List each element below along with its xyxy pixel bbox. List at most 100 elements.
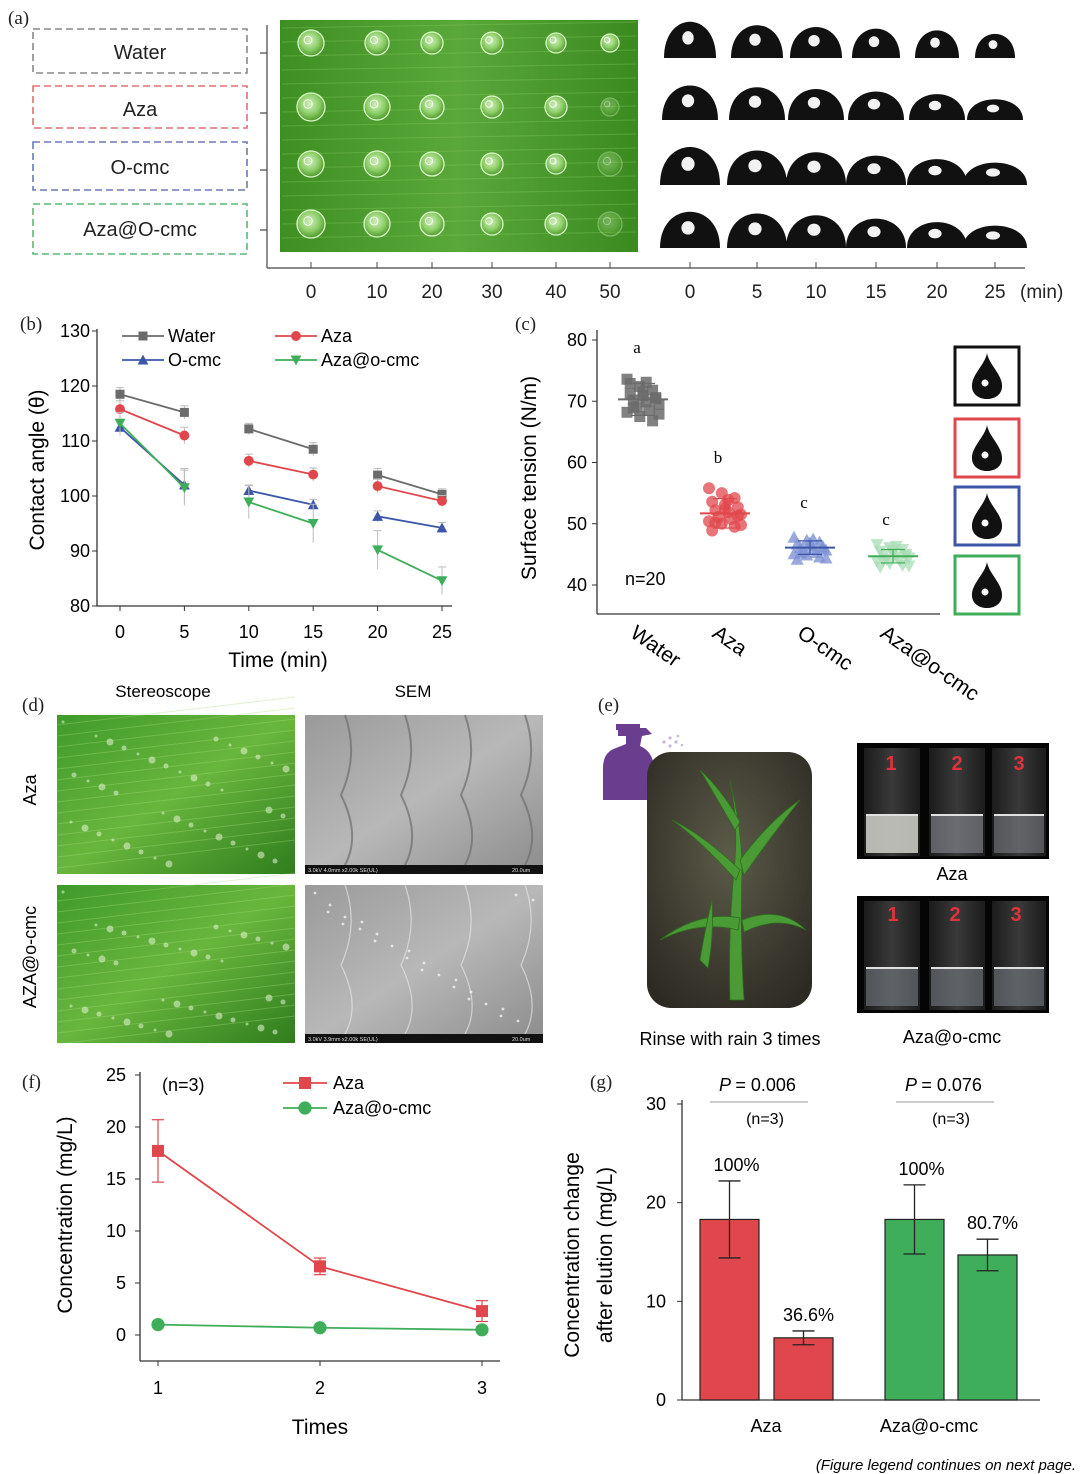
treatment-label-ocmc: O-cmc bbox=[111, 157, 170, 179]
e-label-azaocmc: Aza@o-cmc bbox=[903, 1027, 1001, 1047]
profile-highlight bbox=[867, 163, 881, 175]
c-category-label-aza-o-cmc: Aza@o-cmc bbox=[876, 621, 983, 706]
sem-particle bbox=[358, 927, 362, 931]
f-xlabel: Times bbox=[292, 1416, 348, 1439]
sem-ridge bbox=[519, 714, 534, 866]
vial-number-2: 2 bbox=[951, 753, 962, 775]
stereo-droplet bbox=[71, 772, 77, 778]
chart-concentration-times: 0 5 10 15 20 25 1 2 3 Times Concentration (mg/L) (n… bbox=[54, 1065, 500, 1439]
c-pendant-drop-icon bbox=[971, 353, 1003, 399]
profile-highlight bbox=[748, 159, 762, 173]
b-series-line bbox=[377, 485, 443, 502]
stereo-droplet bbox=[113, 960, 119, 966]
leaf-photo bbox=[280, 20, 638, 252]
leaf-droplet bbox=[419, 94, 445, 120]
c-series-water bbox=[618, 373, 668, 427]
stereo-vein bbox=[56, 949, 296, 979]
b-point-aza-o-cmc bbox=[307, 519, 319, 529]
a-unit-label: (min) bbox=[1020, 282, 1063, 303]
profile-highlight bbox=[748, 222, 762, 236]
panel-d: Stereoscope SEM Aza AZA@o-cmc 3.0kV 4.0m… bbox=[20, 682, 543, 1045]
f-ytick-label: 0 bbox=[116, 1325, 126, 1345]
sem-ridge bbox=[399, 714, 414, 866]
b-point-water bbox=[437, 489, 447, 499]
profile-highlight bbox=[867, 98, 881, 110]
leaf-vein bbox=[281, 231, 637, 239]
c-pendant-highlight bbox=[981, 588, 989, 596]
stereo-droplet bbox=[245, 1022, 249, 1026]
stereo-droplet bbox=[161, 811, 165, 815]
droplet-highlight bbox=[549, 157, 557, 165]
panel-label-b: (b) bbox=[20, 314, 42, 335]
stereo-droplet bbox=[121, 930, 127, 936]
stereo-droplet bbox=[257, 1024, 265, 1032]
stereo-droplet bbox=[280, 999, 286, 1005]
profile-highlight bbox=[928, 228, 942, 239]
vial-number-3: 3 bbox=[1013, 753, 1024, 775]
f-point-aza-o-cmc bbox=[151, 1318, 165, 1332]
stereo-vein bbox=[56, 982, 296, 1012]
leaf-droplet bbox=[544, 95, 568, 119]
a-leaf-tick-1: 10 bbox=[366, 282, 387, 303]
c-series-aza-o-cmc bbox=[868, 539, 918, 574]
legend-box-ocmc bbox=[32, 141, 248, 191]
sem-particle bbox=[390, 944, 394, 948]
stereo-droplet bbox=[220, 788, 224, 792]
stereo-droplet bbox=[205, 781, 211, 787]
chart-contact-angle: 80 90 100 110 120 130 0 5 10 15 20 25 Time (min) Cont… bbox=[26, 321, 452, 672]
b-point-o-cmc bbox=[436, 522, 448, 533]
c-pendant-drop-icon bbox=[971, 562, 1003, 608]
c-point-water bbox=[647, 384, 659, 396]
vial-number-1b: 1 bbox=[887, 904, 898, 926]
f-point-aza bbox=[314, 1260, 326, 1273]
droplet-highlight bbox=[369, 99, 379, 109]
stereo-vein bbox=[56, 740, 296, 770]
stereo-droplet bbox=[94, 923, 98, 927]
g-bar-aza-1 bbox=[773, 1337, 834, 1401]
c-point-azaocmc bbox=[876, 555, 890, 568]
sem-particle bbox=[420, 968, 424, 972]
b-point-aza bbox=[308, 469, 319, 480]
stereo-droplet bbox=[255, 754, 261, 760]
b-series-line bbox=[248, 459, 314, 476]
b-point-aza bbox=[243, 455, 254, 466]
c-point-azaocmc bbox=[902, 560, 916, 573]
a-drop-tick-2: 10 bbox=[805, 282, 826, 303]
c-category-label-o-cmc: O-cmc bbox=[793, 621, 857, 675]
sem-particle bbox=[484, 1002, 488, 1006]
stereo-droplet bbox=[178, 770, 182, 774]
leaf-droplet bbox=[364, 30, 390, 56]
stereo-droplet bbox=[173, 815, 181, 823]
droplet-highlight bbox=[369, 216, 379, 226]
b-series-line bbox=[377, 474, 443, 496]
sem-scale-2: 20.0um bbox=[512, 1037, 531, 1043]
stereo-vein bbox=[56, 729, 296, 759]
f-xtick-label: 1 bbox=[153, 1378, 163, 1398]
f-annotation-n: (n=3) bbox=[162, 1075, 205, 1095]
b-series-line bbox=[248, 501, 314, 525]
f-series-aza bbox=[152, 1119, 488, 1323]
g-n-label: (n=3) bbox=[932, 1111, 970, 1128]
b-legend-marker bbox=[137, 354, 149, 365]
f-ytick-label: 10 bbox=[106, 1221, 126, 1241]
stereo-vein bbox=[56, 894, 296, 924]
b-series-line bbox=[248, 428, 314, 451]
f-legend-marker bbox=[299, 1077, 311, 1089]
sem-particle bbox=[313, 891, 317, 895]
leaf-vein bbox=[281, 175, 637, 183]
b-point-aza bbox=[372, 481, 383, 492]
leaf-droplet bbox=[480, 31, 504, 55]
figure-legend-continues: (Figure legend continues on next page. bbox=[816, 1457, 1076, 1474]
profile-highlight bbox=[681, 221, 695, 235]
profile-highlight bbox=[928, 100, 942, 111]
treatment-label-water: Water bbox=[114, 42, 167, 64]
stereo-droplet bbox=[86, 953, 90, 957]
stereo-droplet bbox=[98, 955, 106, 963]
b-point-water bbox=[373, 470, 383, 480]
stereo-droplet bbox=[123, 1018, 131, 1026]
stereo-droplet bbox=[136, 935, 140, 939]
profile-highlight bbox=[749, 33, 761, 46]
c-significance-letter: a bbox=[633, 338, 641, 357]
c-point-water bbox=[640, 376, 652, 388]
